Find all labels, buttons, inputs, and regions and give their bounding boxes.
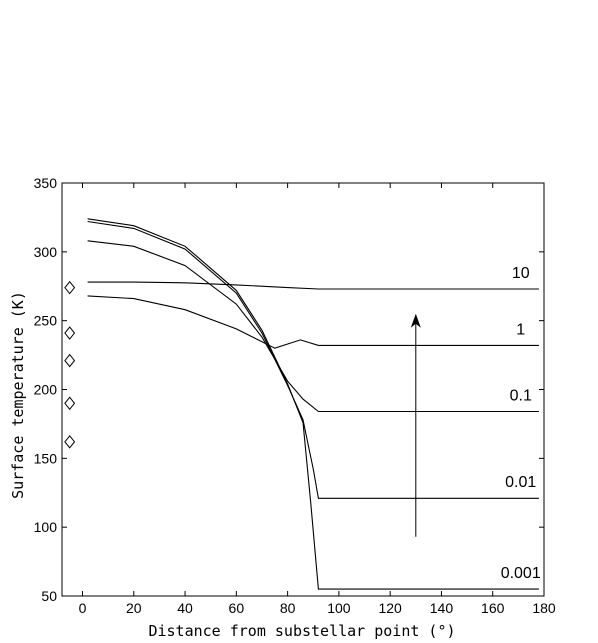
curve-label: 10 <box>512 265 530 282</box>
y-tick-label: 350 <box>34 175 58 191</box>
diamond-markers <box>64 280 76 449</box>
diamond-marker <box>64 280 76 295</box>
y-tick-label: 150 <box>34 450 58 466</box>
x-tick-label: 180 <box>532 600 556 616</box>
x-axis-label: Distance from substellar point (°) <box>148 622 455 640</box>
series-line-1 <box>87 295 539 349</box>
curve-label: 0.01 <box>505 474 536 491</box>
curve-label: 0.001 <box>501 565 541 582</box>
x-tick-label: 140 <box>430 600 454 616</box>
diamond-marker <box>64 353 76 368</box>
series-line-0-01 <box>87 220 539 499</box>
x-tick-label: 0 <box>79 600 87 616</box>
series-line-10 <box>87 281 539 290</box>
y-tick-label: 200 <box>34 382 58 398</box>
x-tick-label: 40 <box>177 600 193 616</box>
x-axis: 0 20 40 60 80 100 120 140 160 180 <box>79 183 556 616</box>
curve-labels: 10 1 0.1 0.01 0.001 <box>501 265 541 582</box>
x-tick-label: 100 <box>327 600 351 616</box>
increase-arrow <box>410 313 421 537</box>
y-tick-label: 100 <box>34 519 58 535</box>
x-tick-label: 80 <box>280 600 296 616</box>
x-tick-label: 160 <box>481 600 505 616</box>
y-tick-label: 250 <box>34 313 58 329</box>
y-tick-label: 300 <box>34 244 58 260</box>
curve-label: 1 <box>516 321 525 338</box>
x-tick-label: 60 <box>229 600 245 616</box>
y-axis-label: Surface temperature (K) <box>9 291 27 499</box>
arrow-head <box>410 313 421 328</box>
plot-area <box>61 182 545 597</box>
diamond-marker <box>64 435 76 449</box>
curve-label: 0.1 <box>510 388 532 405</box>
x-tick-label: 20 <box>126 600 142 616</box>
series-line-0-1 <box>87 240 539 413</box>
y-axis: 50 100 150 200 250 300 350 <box>34 175 544 604</box>
diamond-marker <box>64 326 76 340</box>
series-line-0-001 <box>87 218 539 590</box>
series-lines <box>87 218 539 590</box>
plot-frame <box>61 182 545 597</box>
diamond-marker <box>64 396 76 411</box>
x-tick-label: 120 <box>378 600 402 616</box>
y-tick-label: 50 <box>41 588 57 604</box>
